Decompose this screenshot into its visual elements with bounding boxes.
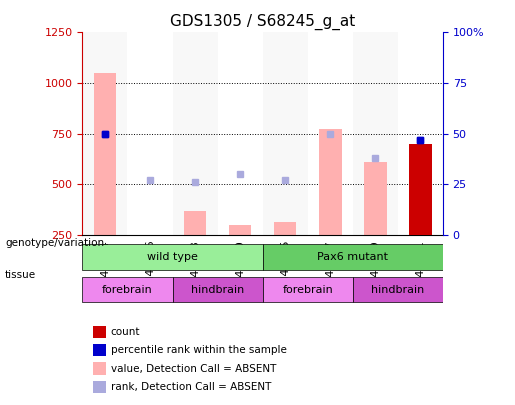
Bar [229, 225, 251, 235]
Bar [173, 32, 217, 235]
FancyBboxPatch shape [82, 277, 173, 302]
Text: Pax6 mutant: Pax6 mutant [317, 252, 388, 262]
Bar [263, 32, 307, 235]
Bar [94, 73, 116, 235]
FancyBboxPatch shape [263, 277, 353, 302]
Text: tissue: tissue [5, 271, 36, 280]
Title: GDS1305 / S68245_g_at: GDS1305 / S68245_g_at [170, 13, 355, 30]
Bar [409, 144, 432, 235]
FancyBboxPatch shape [82, 244, 263, 270]
Text: rank, Detection Call = ABSENT: rank, Detection Call = ABSENT [111, 382, 271, 392]
Text: count: count [111, 327, 140, 337]
FancyBboxPatch shape [353, 277, 443, 302]
Bar [319, 129, 341, 235]
Bar [184, 211, 207, 235]
Text: wild type: wild type [147, 252, 198, 262]
Text: forebrain: forebrain [102, 285, 153, 294]
Bar [353, 32, 398, 235]
Text: percentile rank within the sample: percentile rank within the sample [111, 345, 287, 355]
Bar [274, 222, 297, 235]
Text: forebrain: forebrain [282, 285, 333, 294]
FancyBboxPatch shape [173, 277, 263, 302]
Text: value, Detection Call = ABSENT: value, Detection Call = ABSENT [111, 364, 276, 373]
Text: genotype/variation: genotype/variation [5, 238, 104, 248]
Bar [82, 32, 128, 235]
FancyBboxPatch shape [263, 244, 443, 270]
Text: hindbrain: hindbrain [371, 285, 424, 294]
Bar [364, 162, 387, 235]
Text: hindbrain: hindbrain [191, 285, 244, 294]
